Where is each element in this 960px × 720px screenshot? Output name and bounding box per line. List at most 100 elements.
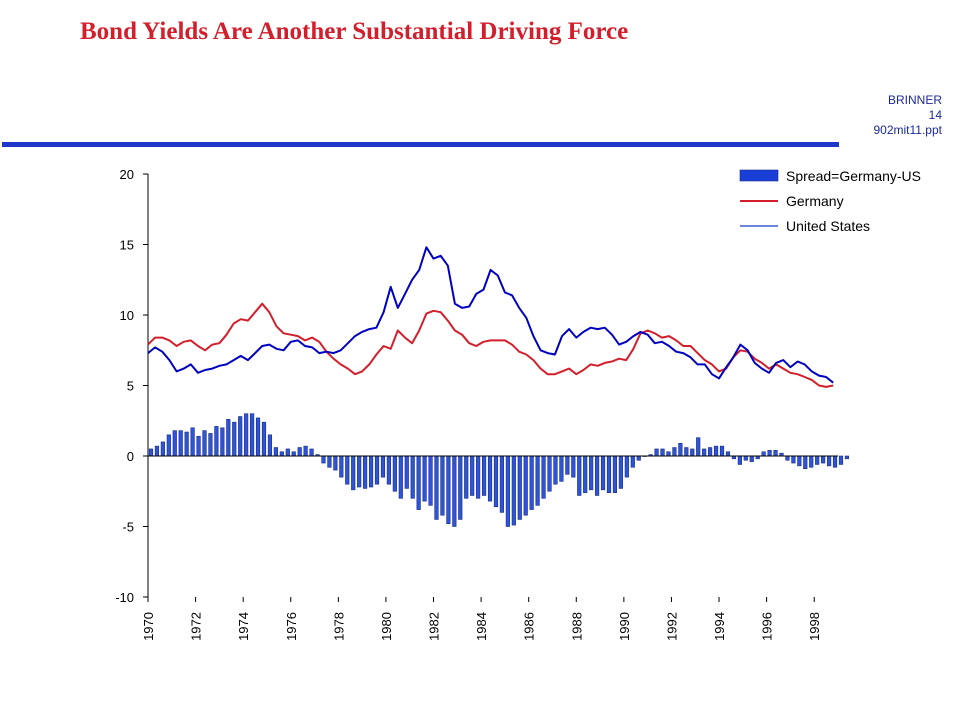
spread-bar xyxy=(476,455,481,499)
spread-bar xyxy=(196,435,201,457)
spread-bar xyxy=(815,455,820,465)
spread-bar xyxy=(713,445,719,457)
spread-bar xyxy=(517,455,522,520)
spread-bar xyxy=(309,448,314,457)
legend-label-spread: Spread=Germany-US xyxy=(786,168,921,184)
spread-bar xyxy=(345,455,350,485)
spread-bar xyxy=(511,455,516,526)
spread-bar xyxy=(291,451,296,457)
spread-bar xyxy=(666,451,671,457)
spread-bar xyxy=(571,455,576,478)
slide-meta: BRINNER 14 902mit11.ppt xyxy=(874,93,943,138)
y-tick-label: 15 xyxy=(120,238,134,253)
spread-bar xyxy=(190,427,195,457)
spread-bar xyxy=(363,455,368,489)
spread-bar xyxy=(844,455,850,460)
spread-bar xyxy=(208,433,213,457)
y-tick-label: 10 xyxy=(120,308,134,323)
meta-author: BRINNER xyxy=(887,93,942,107)
y-tick-label: -5 xyxy=(122,520,134,535)
spread-bar xyxy=(493,455,499,508)
spread-bar xyxy=(481,455,487,496)
spread-bar xyxy=(214,426,219,457)
x-tick-label: 1982 xyxy=(427,612,442,641)
spread-bar xyxy=(583,455,588,493)
spread-bar xyxy=(267,434,273,457)
spread-bar xyxy=(232,421,237,457)
spread-bar xyxy=(541,455,546,499)
spread-bar xyxy=(725,451,731,457)
spread-bar xyxy=(428,455,433,506)
x-tick-label: 1994 xyxy=(712,612,727,641)
spread-bar xyxy=(618,455,623,489)
spread-bar xyxy=(178,430,183,457)
meta-filename: 902mit11.ppt xyxy=(873,123,943,137)
spread-bar xyxy=(220,427,225,457)
spread-bar xyxy=(559,455,564,482)
spread-bar xyxy=(273,447,278,457)
spread-bar xyxy=(226,419,231,457)
spread-bar xyxy=(785,455,790,461)
spread-bar xyxy=(672,447,677,457)
spread-bar xyxy=(357,455,362,488)
y-tick-label: 5 xyxy=(127,379,134,394)
spread-bar xyxy=(636,455,641,461)
spread-bar xyxy=(660,448,665,457)
spread-bar xyxy=(749,455,754,462)
x-tick-label: 1980 xyxy=(379,612,394,641)
x-tick-label: 1998 xyxy=(807,612,822,641)
x-tick-label: 1970 xyxy=(141,612,156,641)
header-rule xyxy=(2,142,839,147)
spread-bar xyxy=(529,455,534,510)
spread-bar xyxy=(154,445,160,457)
spread-bar xyxy=(690,448,695,457)
spread-bar xyxy=(410,455,415,499)
spread-bar xyxy=(553,455,558,485)
spread-bar xyxy=(166,434,171,457)
spread-bar xyxy=(719,445,725,457)
spread-bar xyxy=(505,455,510,527)
spread-bar xyxy=(624,455,629,478)
spread-bar xyxy=(261,421,267,457)
spread-bar xyxy=(386,455,391,485)
spread-bar xyxy=(351,455,356,491)
spread-bar xyxy=(523,455,528,516)
legend-label-germany: Germany xyxy=(786,193,844,209)
legend-swatch-spread xyxy=(739,169,779,182)
spread-bar xyxy=(380,455,386,478)
chart-legend: Spread=Germany-US Germany United States xyxy=(739,168,921,234)
spread-bar xyxy=(684,447,689,457)
x-tick-label: 1978 xyxy=(331,612,346,641)
spread-bar xyxy=(535,455,540,506)
spread-bar xyxy=(708,447,713,457)
spread-bar xyxy=(279,451,284,457)
spread-bar xyxy=(250,413,255,457)
spread-bar xyxy=(238,416,243,457)
spread-bar xyxy=(470,455,475,496)
spread-bar xyxy=(160,441,165,457)
y-tick-label: 20 xyxy=(120,167,134,182)
spread-bar xyxy=(148,448,154,457)
x-tick-label: 1988 xyxy=(569,612,584,641)
spread-bar xyxy=(809,455,814,468)
spread-bar xyxy=(446,455,451,524)
slide-title: Bond Yields Are Another Substantial Driv… xyxy=(80,18,629,45)
spread-bar xyxy=(464,455,469,499)
legend-label-united-states: United States xyxy=(786,218,870,234)
spread-bar xyxy=(826,455,832,467)
germany-line xyxy=(147,302,834,388)
spread-bar xyxy=(392,455,397,492)
spread-bar xyxy=(327,455,332,468)
spread-bar xyxy=(416,455,421,510)
spread-bar xyxy=(452,455,457,527)
spread-bar xyxy=(595,455,600,496)
spread-bar xyxy=(547,455,552,492)
spread-bar xyxy=(404,455,409,489)
spread-bar xyxy=(458,455,463,520)
spread-bar xyxy=(803,455,808,469)
x-tick-label: 1976 xyxy=(284,612,299,641)
spread-bar xyxy=(654,448,659,457)
spread-bar xyxy=(612,455,618,493)
spread-bar xyxy=(600,455,606,491)
